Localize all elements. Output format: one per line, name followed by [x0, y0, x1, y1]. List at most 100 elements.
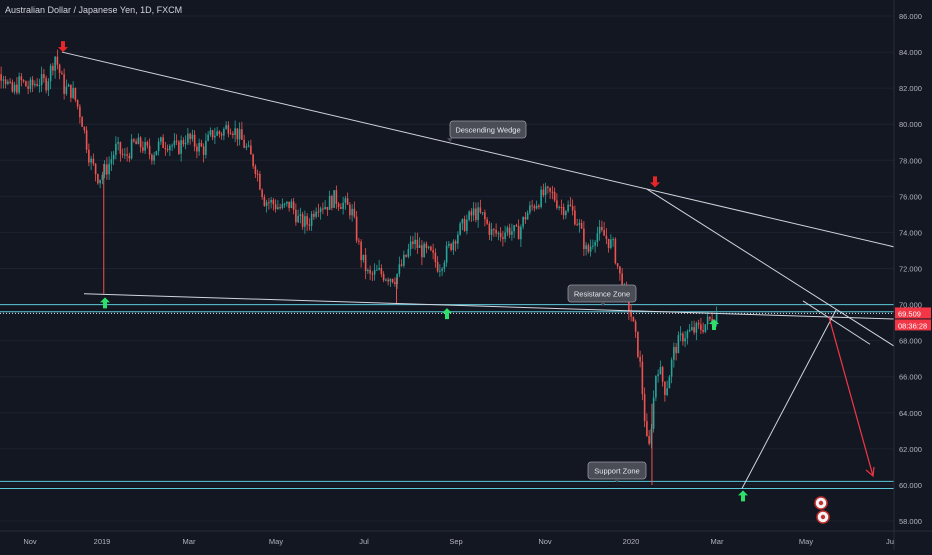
candle-body: [229, 133, 232, 135]
x-tick-label: Ju: [886, 537, 894, 546]
candle-body: [540, 189, 542, 208]
events-icon-dot: [820, 514, 826, 520]
candle-body: [13, 84, 16, 92]
candle-body: [587, 245, 590, 252]
candle-body: [493, 229, 495, 231]
candle-body: [0, 74, 2, 81]
y-tick-label: 62.000: [899, 445, 922, 454]
candle-body: [315, 211, 317, 217]
candle-body: [220, 133, 223, 136]
candle-body: [628, 294, 630, 312]
candle-body: [54, 56, 56, 71]
candle-body: [11, 82, 14, 92]
candle-body: [295, 209, 297, 223]
candle-body: [52, 65, 54, 71]
up-arrow-icon: [738, 490, 748, 502]
candle-body: [139, 137, 142, 148]
price-axis[interactable]: 86.000 84.000 82.000 80.000 78.000 76.000 74.0…: [893, 0, 922, 550]
candle-body: [531, 205, 533, 207]
candle-body: [589, 246, 592, 252]
candle-body: [288, 201, 290, 209]
x-tick-label: Nov: [23, 537, 37, 546]
candle-body: [76, 99, 79, 107]
candle-body: [578, 222, 581, 225]
y-tick-label: 84.000: [899, 48, 922, 57]
candle-body: [423, 243, 425, 258]
candle-body: [607, 238, 610, 248]
candle-body: [517, 225, 520, 240]
candle-body: [142, 147, 144, 151]
candle-body: [583, 228, 585, 250]
candle-body: [103, 164, 106, 175]
time-axis[interactable]: Nov 2019 Mar May Jul Sep Nov 2020 Mar May Ju: [0, 530, 932, 546]
candle-body: [45, 78, 47, 91]
steep-resistance-line: [646, 188, 895, 347]
candle-body: [657, 374, 659, 376]
candle-body: [414, 239, 416, 244]
candle-body: [115, 143, 117, 155]
candle-body: [648, 436, 650, 444]
candle-body: [18, 76, 20, 93]
candle-body: [346, 198, 349, 205]
candle-body: [88, 149, 90, 163]
candle-body: [463, 219, 466, 231]
candle-body: [108, 163, 110, 175]
candle-body: [526, 212, 529, 220]
candle-body: [310, 213, 313, 226]
candle-body: [576, 224, 578, 226]
candle-body: [650, 428, 653, 444]
candle-body: [416, 239, 419, 248]
candle-body: [4, 79, 7, 84]
candle-body: [153, 155, 155, 161]
candle-body: [715, 314, 718, 325]
candle-body: [481, 212, 484, 214]
candle-body: [454, 241, 457, 244]
candle-body: [497, 232, 500, 234]
candle-body: [450, 243, 452, 251]
candle-body: [538, 205, 540, 208]
candle-body: [659, 367, 662, 375]
event-icons[interactable]: [814, 496, 830, 524]
candle-body: [130, 139, 133, 159]
candle-body: [652, 397, 655, 429]
candle-body: [596, 233, 599, 243]
candle-body: [31, 79, 34, 86]
candle-body: [666, 388, 668, 396]
x-tick-label: May: [799, 537, 813, 546]
rising-support-line: [741, 309, 837, 489]
candle-body: [677, 335, 680, 354]
candle-body: [351, 208, 353, 216]
candle-body: [360, 241, 362, 261]
candle-body: [306, 216, 308, 225]
annotation-label-tail: [614, 479, 620, 483]
candle-body: [36, 84, 38, 86]
candle-body: [675, 346, 677, 354]
candle-body: [529, 205, 531, 213]
candle-body: [585, 245, 587, 250]
candle-body: [506, 227, 509, 233]
candle-body: [160, 137, 162, 142]
x-tick-label: May: [269, 537, 283, 546]
candle-body: [614, 239, 617, 264]
candle-body: [670, 359, 673, 377]
candle-body: [250, 145, 252, 155]
rising-support-line: [802, 300, 871, 345]
candle-body: [148, 145, 151, 155]
candle-body: [274, 204, 277, 210]
candle-body: [664, 381, 666, 396]
candle-body: [58, 64, 61, 73]
candle-body: [121, 153, 124, 155]
y-tick-label: 86.000: [899, 12, 922, 21]
candle-body: [297, 215, 299, 223]
candle-body: [245, 146, 248, 148]
candle-body: [704, 324, 707, 332]
down-arrow-icon: [650, 176, 660, 188]
candle-body: [277, 207, 279, 210]
candle-body: [553, 191, 556, 201]
candle-body: [133, 139, 135, 142]
candle-body: [495, 229, 497, 234]
annotation-label: Descending Wedge: [455, 126, 520, 135]
